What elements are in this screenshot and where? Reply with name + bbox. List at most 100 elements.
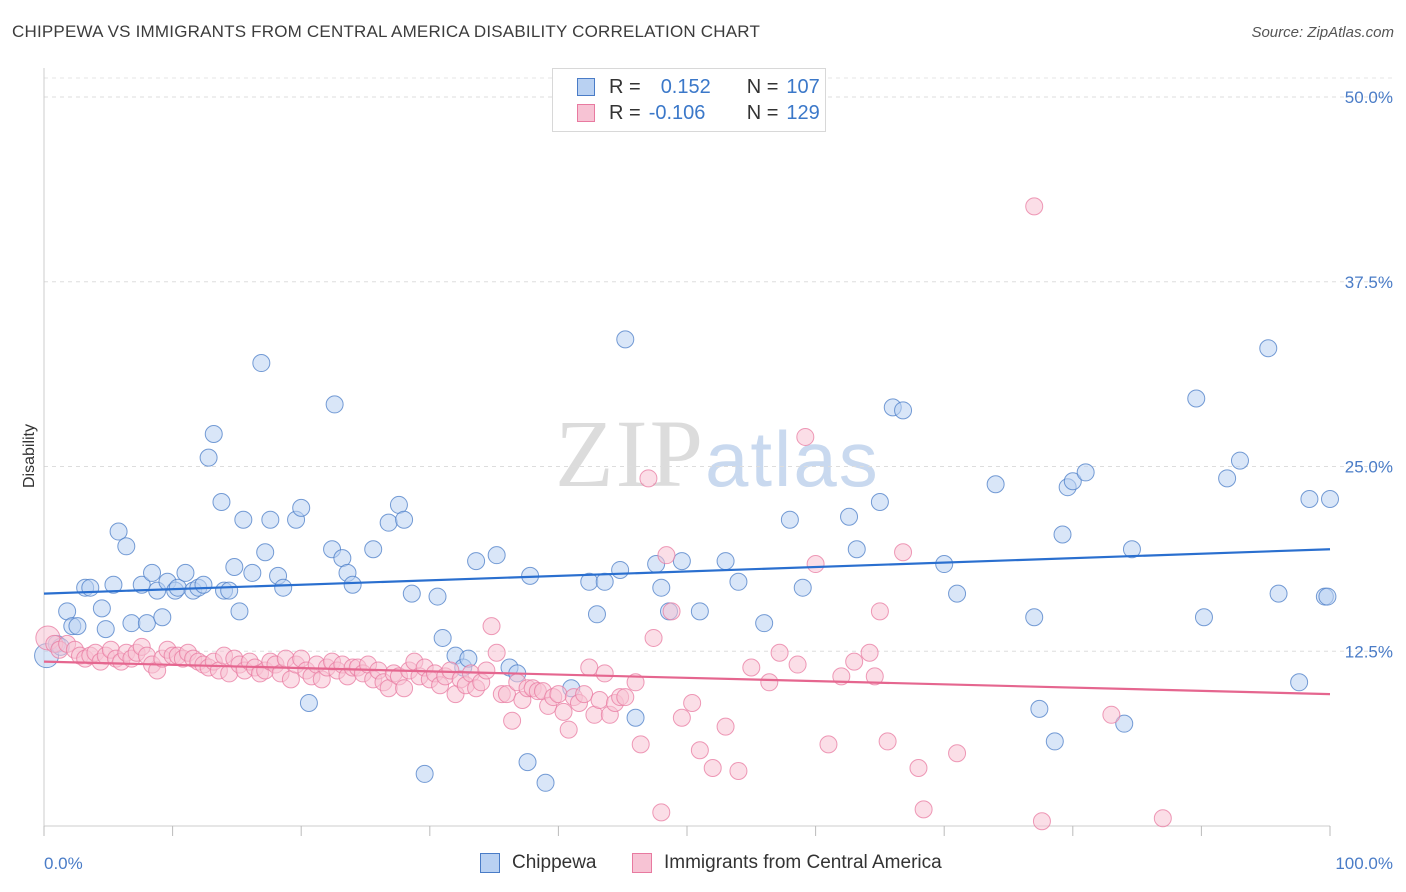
chippewa-point [847, 540, 866, 559]
chippewa-point [1030, 699, 1049, 718]
immigrants-point [796, 427, 815, 446]
legend-row-chippewa: R = 0.152 N = 107 [577, 75, 820, 99]
chippewa-point [194, 575, 213, 594]
chippewa-point [230, 602, 249, 621]
correlation-legend: R = 0.152 N = 107 R = -0.106 N = 129 [552, 68, 826, 132]
chippewa-point [395, 510, 414, 529]
chippewa-point [672, 552, 691, 571]
chippewa-point [225, 558, 244, 577]
immigrants-point [683, 693, 702, 712]
immigrants-point [482, 617, 501, 636]
chippewa-point [840, 507, 859, 526]
immigrants-point [742, 658, 761, 677]
immigrants-point [395, 679, 414, 698]
immigrants-point [639, 469, 658, 488]
legend-r-value: -0.106 [648, 101, 706, 124]
chippewa-point [415, 764, 434, 783]
immigrants-point [652, 803, 671, 822]
chippewa-point [1045, 732, 1064, 751]
chippewa-point [109, 522, 128, 541]
legend-n-value: 107 [786, 75, 820, 98]
chippewa-point [595, 572, 614, 591]
immigrants-point [788, 655, 807, 674]
legend-r-value: 0.152 [660, 75, 711, 98]
chippewa-point [1076, 463, 1095, 482]
chippewa-point [487, 546, 506, 565]
chippewa-point [793, 578, 812, 597]
chippewa-point [274, 578, 293, 597]
chippewa-point [755, 614, 774, 633]
immigrants-point [865, 667, 884, 686]
immigrants-point [819, 735, 838, 754]
y-tick-label: 50.0% [1345, 88, 1393, 107]
chippewa-point [467, 552, 486, 571]
chippewa-point [1321, 490, 1339, 509]
immigrants-point [477, 661, 496, 680]
trend-lines [43, 548, 1331, 696]
immigrants-point [1153, 809, 1172, 828]
immigrants-point [644, 628, 663, 647]
chippewa-point [137, 614, 156, 633]
chippewa-point [153, 608, 172, 627]
chippewa-point [325, 395, 344, 414]
legend-item-chippewa[interactable]: Chippewa [480, 852, 597, 874]
chippewa-point [611, 560, 630, 579]
chippewa-point [132, 575, 151, 594]
chippewa-point [1300, 490, 1319, 509]
chippewa-point [1115, 714, 1134, 733]
watermark-zip: ZIP [555, 400, 705, 507]
legend-n-value: 129 [786, 101, 820, 124]
series-legend: Chippewa Immigrants from Central America [0, 852, 1406, 878]
chippewa-point [1318, 587, 1337, 606]
chippewa-point [1218, 469, 1237, 488]
immigrants-point [690, 741, 709, 760]
legend-item-immigrants[interactable]: Immigrants from Central America [632, 852, 942, 874]
chippewa-point [1063, 472, 1082, 491]
chippewa-point [626, 708, 645, 727]
chart-title: CHIPPEWA VS IMMIGRANTS FROM CENTRAL AMER… [12, 22, 761, 41]
legend-r-label: R = [609, 75, 641, 98]
chippewa-point [780, 510, 799, 529]
immigrants-point [580, 658, 599, 677]
x-tick-label: 0.0% [44, 854, 83, 873]
immigrants-point [657, 546, 676, 565]
chippewa-point [402, 584, 421, 603]
y-axis-label: Disability [21, 424, 38, 488]
immigrants-point [870, 602, 889, 621]
immigrants-point [559, 720, 578, 739]
chippewa-point [870, 492, 889, 511]
chippewa-point [143, 563, 162, 582]
legend-n-label: N = [746, 101, 779, 124]
legend-swatch-pink [577, 104, 595, 122]
immigrants-point [626, 673, 645, 692]
chippewa-point [68, 617, 87, 636]
chippewa-point [536, 773, 555, 792]
immigrants-point [1025, 197, 1044, 216]
chippewa-point [433, 628, 452, 647]
immigrants-point [716, 717, 735, 736]
chippewa-point [948, 584, 967, 603]
chippewa-point [252, 354, 271, 373]
legend-r-label: R = [609, 101, 641, 124]
immigrants-point [549, 685, 568, 704]
immigrants-point [1102, 705, 1121, 724]
immigrants-point [503, 711, 522, 730]
chippewa-point [1025, 608, 1044, 627]
chippewa-point [204, 424, 223, 443]
immigrants-point [770, 643, 789, 662]
watermark-atlas: atlas [705, 415, 880, 503]
immigrants-point [575, 685, 594, 704]
axis-labels: 12.5% 25.0% 37.5% 50.0% 0.0% 100.0% Disability [21, 88, 1393, 873]
chippewa-point [292, 498, 311, 517]
chippewa-point [299, 693, 318, 712]
chippewa-point [261, 510, 280, 529]
chippewa-point [690, 602, 709, 621]
chippewa-point [199, 448, 218, 467]
y-tick-label: 25.0% [1345, 458, 1393, 477]
legend-swatch-blue [577, 78, 595, 96]
chippewa-point [104, 575, 123, 594]
chippewa-point [364, 540, 383, 559]
immigrants-point [590, 691, 609, 710]
axes [43, 68, 1331, 836]
